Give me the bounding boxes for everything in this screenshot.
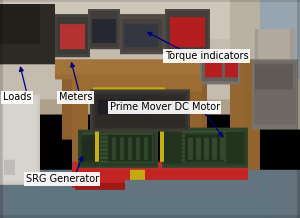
Text: Prime Mover DC Motor: Prime Mover DC Motor xyxy=(110,102,220,112)
Text: Torque indicators: Torque indicators xyxy=(165,51,249,61)
Text: Loads: Loads xyxy=(3,92,32,102)
Text: SRG Generator: SRG Generator xyxy=(26,174,99,184)
Text: Meters: Meters xyxy=(58,92,92,102)
